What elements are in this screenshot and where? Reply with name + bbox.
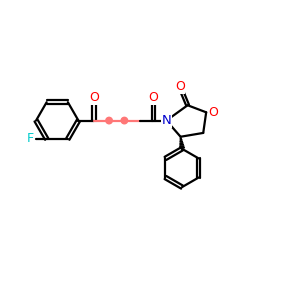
Text: O: O — [89, 92, 99, 104]
Text: O: O — [175, 80, 185, 93]
Text: F: F — [26, 132, 33, 146]
Circle shape — [121, 117, 127, 124]
Circle shape — [106, 117, 112, 124]
Text: O: O — [148, 92, 158, 104]
Text: N: N — [162, 114, 171, 127]
Text: O: O — [208, 106, 218, 119]
